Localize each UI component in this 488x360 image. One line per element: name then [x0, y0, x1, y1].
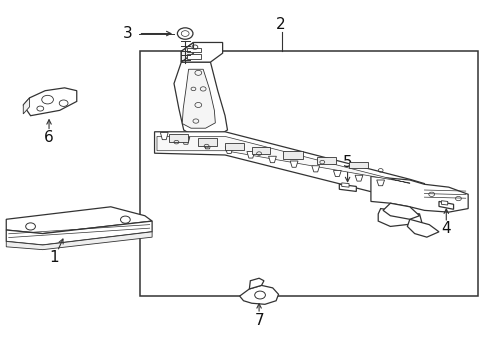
Polygon shape — [6, 207, 152, 234]
Bar — [187, 54, 201, 59]
Polygon shape — [6, 232, 152, 249]
Polygon shape — [182, 137, 189, 144]
Circle shape — [177, 28, 193, 39]
Polygon shape — [157, 136, 409, 184]
Text: 4: 4 — [441, 221, 450, 236]
Bar — [140, 51, 477, 296]
Polygon shape — [154, 132, 424, 203]
Bar — [187, 48, 201, 52]
Polygon shape — [203, 142, 211, 149]
Bar — [169, 134, 187, 142]
Polygon shape — [382, 203, 419, 219]
Polygon shape — [333, 171, 341, 176]
Polygon shape — [311, 166, 319, 172]
Text: 5: 5 — [342, 156, 352, 170]
Text: 2: 2 — [276, 17, 285, 32]
Polygon shape — [407, 219, 438, 237]
Polygon shape — [249, 278, 264, 289]
Polygon shape — [160, 132, 168, 140]
Polygon shape — [268, 156, 276, 163]
Bar — [198, 138, 216, 146]
Bar — [283, 152, 302, 158]
Polygon shape — [23, 88, 77, 116]
Polygon shape — [239, 285, 278, 304]
Polygon shape — [354, 175, 362, 181]
Polygon shape — [23, 98, 30, 114]
Polygon shape — [370, 176, 467, 212]
Polygon shape — [6, 221, 152, 245]
Polygon shape — [182, 69, 215, 128]
Polygon shape — [181, 42, 193, 62]
Polygon shape — [438, 202, 453, 209]
Polygon shape — [181, 42, 222, 62]
Polygon shape — [225, 147, 233, 153]
Polygon shape — [339, 184, 356, 192]
Bar — [317, 157, 335, 163]
Polygon shape — [289, 161, 297, 167]
Bar — [224, 143, 243, 150]
Polygon shape — [377, 208, 421, 226]
Text: 1: 1 — [49, 250, 59, 265]
Text: 3: 3 — [122, 26, 132, 41]
Polygon shape — [341, 183, 348, 187]
Polygon shape — [246, 152, 254, 158]
Bar — [251, 147, 270, 154]
Bar — [348, 162, 367, 168]
Polygon shape — [174, 62, 227, 137]
Text: 7: 7 — [254, 312, 264, 328]
Polygon shape — [376, 180, 384, 186]
Text: 6: 6 — [44, 130, 54, 145]
Polygon shape — [441, 201, 447, 205]
